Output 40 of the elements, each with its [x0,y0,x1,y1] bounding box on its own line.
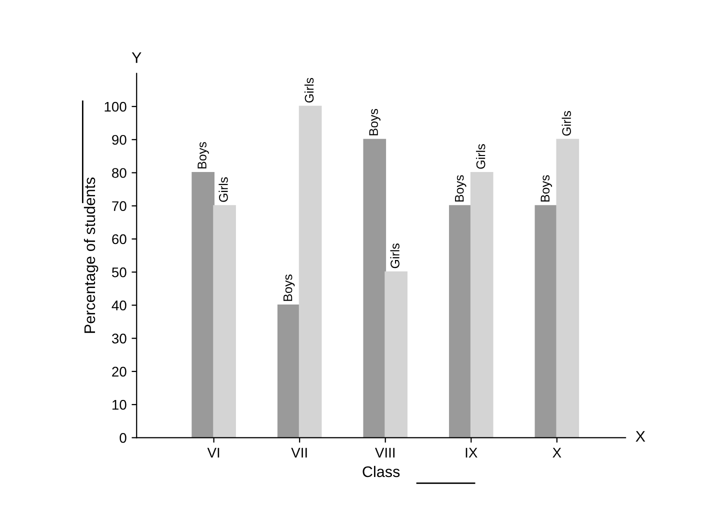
x-tick-label: X [552,448,562,458]
text: Boys [283,274,295,301]
bar [192,172,215,438]
text: Girls [218,177,228,202]
text: Girls [562,111,571,136]
y-tick-label: 50 [112,267,126,278]
bar [298,106,322,438]
y-axis-title: Percentage of students [84,178,98,333]
x-axis-title: Class [362,466,400,478]
bar [556,138,580,438]
y-tick-label: 30 [112,334,126,344]
y-tick-label: 100 [104,102,126,112]
y-tick-label: 80 [112,168,126,178]
text: Girls [390,244,400,268]
y-tick-label: 0 [120,433,126,443]
text: Y [132,52,142,63]
bar [534,205,558,438]
x-tick-label: VIII [375,448,394,458]
bar [384,271,408,438]
y-tick-label: 10 [112,400,126,410]
text: Girls [476,144,486,169]
y-tick-label: 60 [112,234,126,244]
y-tick-label: 70 [112,201,126,212]
x-tick-label: VII [291,448,307,458]
x-tick-label: VI [207,448,220,458]
bar [277,304,300,438]
text: Boys [198,142,209,168]
text: Girls [304,78,314,103]
bar [470,172,494,438]
text: Boys [455,175,466,202]
text: X [636,431,646,442]
bar [213,205,236,438]
y-tick-label: 20 [112,366,126,377]
y-tick-label: 90 [112,134,126,145]
x-tick-label: IX [466,448,478,458]
text: Boys [540,175,552,202]
bar [448,205,472,438]
bar [363,138,386,438]
text: Boys [369,108,380,136]
y-tick-label: 40 [112,300,126,310]
